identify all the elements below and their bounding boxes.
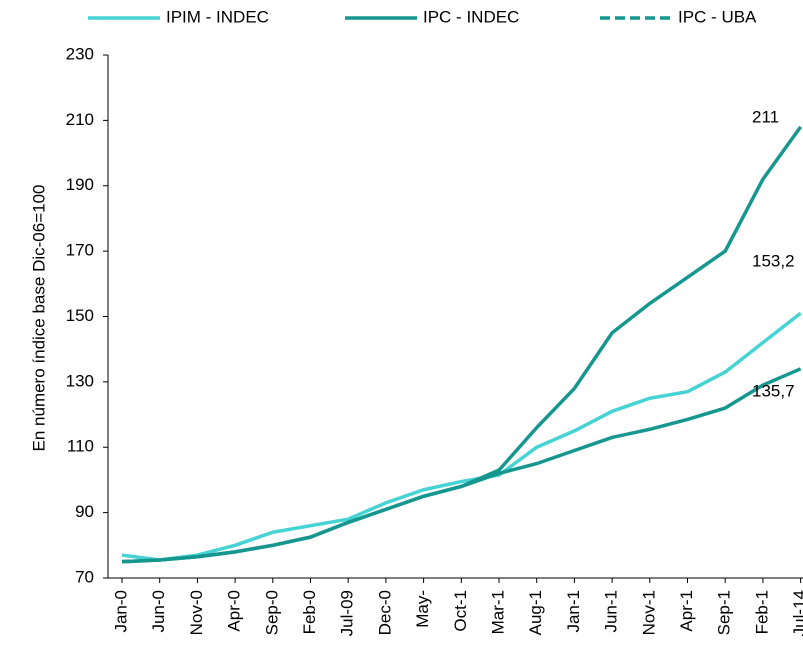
x-tick-label: Apr-1 bbox=[677, 590, 696, 632]
x-tick-label: Feb-1 bbox=[752, 590, 771, 634]
y-tick-label: 150 bbox=[66, 306, 94, 325]
y-tick-label: 210 bbox=[66, 110, 94, 129]
annotation: 211 bbox=[752, 107, 779, 126]
x-tick-label: May- bbox=[413, 590, 432, 628]
x-tick-label: Aug-1 bbox=[526, 590, 545, 635]
x-tick-label: Jul-14 bbox=[790, 590, 803, 636]
x-tick-label: Mar-1 bbox=[488, 590, 507, 634]
y-tick-label: 110 bbox=[67, 437, 94, 456]
annotation: 135,7 bbox=[752, 381, 795, 400]
x-tick-label: Jun-0 bbox=[149, 590, 168, 633]
legend-label: IPC - UBA bbox=[678, 7, 757, 26]
x-tick-label: Jul-09 bbox=[338, 590, 357, 636]
y-tick-label: 90 bbox=[75, 502, 94, 521]
x-tick-label: Nov-0 bbox=[187, 590, 206, 635]
x-tick-label: Sep-0 bbox=[262, 590, 281, 635]
series-line bbox=[121, 367, 802, 564]
x-tick-label: Dec-0 bbox=[375, 590, 394, 635]
y-axis-label: En número índice base Dic-06=100 bbox=[29, 185, 48, 452]
x-tick-label: Jan-0 bbox=[111, 590, 130, 633]
y-tick-label: 190 bbox=[66, 175, 94, 194]
legend-label: IPIM - INDEC bbox=[166, 7, 269, 26]
legend-label: IPC - INDEC bbox=[423, 7, 519, 26]
series-line bbox=[121, 125, 803, 564]
x-tick-label: Nov-1 bbox=[639, 590, 658, 635]
y-tick-label: 170 bbox=[66, 241, 94, 260]
y-tick-label: 230 bbox=[66, 44, 94, 63]
annotation: 153,2 bbox=[752, 251, 795, 270]
series-line bbox=[121, 311, 802, 562]
x-tick-label: Jun-1 bbox=[602, 590, 621, 633]
x-tick-label: Sep-1 bbox=[715, 590, 734, 635]
x-tick-label: Oct-1 bbox=[451, 590, 470, 632]
x-tick-label: Apr-0 bbox=[225, 590, 244, 632]
x-tick-label: Jan-1 bbox=[564, 590, 583, 633]
x-tick-label: Feb-0 bbox=[300, 590, 319, 634]
y-tick-label: 70 bbox=[75, 567, 94, 586]
y-tick-label: 130 bbox=[66, 371, 94, 390]
